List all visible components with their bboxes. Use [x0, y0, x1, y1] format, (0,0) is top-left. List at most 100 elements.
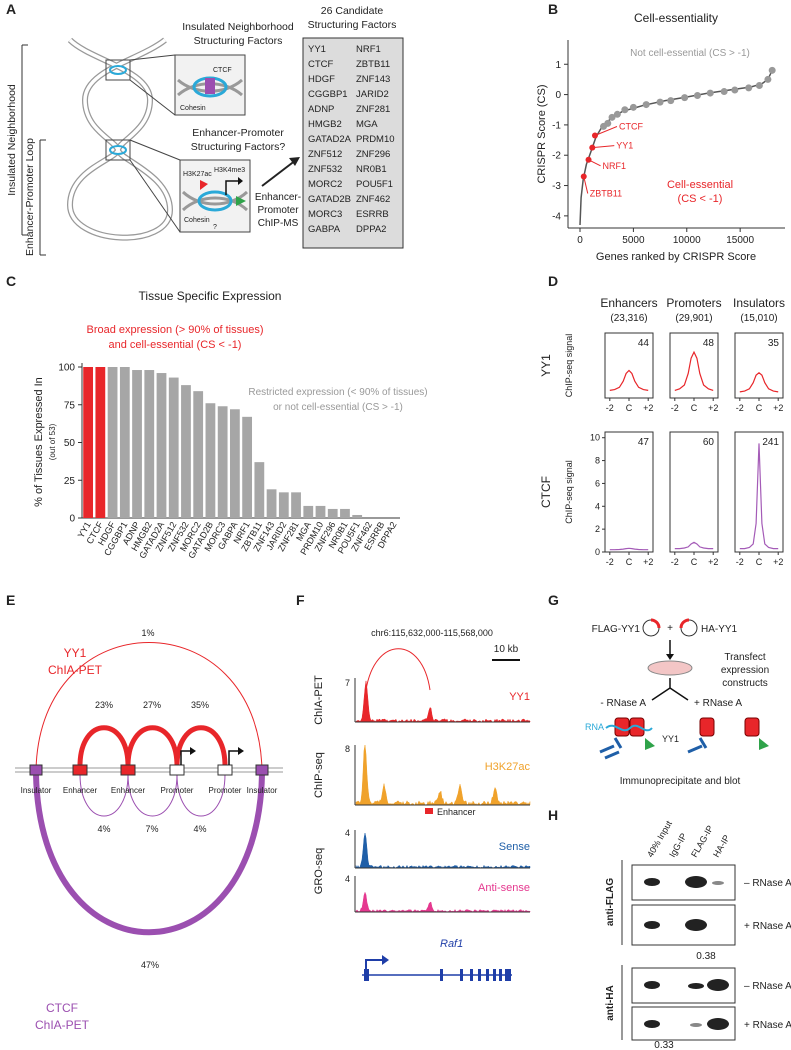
plot-label: 47: [638, 437, 650, 448]
column-count: (15,010): [740, 313, 777, 324]
label: – RNase A: [744, 981, 791, 992]
point-label: YY1: [616, 141, 633, 151]
panel-letter: A: [6, 1, 16, 17]
point: [706, 89, 714, 97]
label: anti-FLAG: [605, 878, 616, 927]
factor-name: ZNF512: [308, 149, 342, 160]
label: Cohesin: [184, 217, 210, 224]
column-count: (29,901): [675, 313, 712, 324]
plot-label: 48: [703, 338, 715, 349]
label: RNA: [585, 722, 604, 732]
bar: [327, 508, 338, 518]
x-tick-label: C: [626, 403, 633, 413]
y-tick-label: 2: [595, 524, 600, 534]
factor-name: ZBTB11: [356, 59, 390, 70]
profile-line: [609, 369, 649, 391]
signal-track: [355, 891, 531, 913]
element-label: Promoter: [161, 786, 194, 795]
leader-line: [588, 159, 601, 167]
panel-letter: F: [296, 592, 305, 608]
x-tick-label: C: [691, 403, 698, 413]
chromatin-loops: [21, 37, 404, 256]
label: H3K27ac: [183, 171, 212, 178]
point: [731, 86, 739, 94]
bar: [181, 385, 191, 518]
x-tick-label: +2: [643, 557, 653, 567]
panel-letter: C: [6, 273, 16, 289]
x-tick-label: -2: [736, 403, 744, 413]
label: 23%: [95, 700, 113, 710]
panel-letter: H: [548, 807, 558, 823]
point-label: ZBTB11: [590, 188, 622, 198]
x-tick-label: 5000: [622, 235, 645, 246]
bar: [278, 492, 289, 518]
bar: [95, 367, 106, 518]
profile-line: [739, 443, 779, 550]
label: + RNase A: [744, 921, 791, 932]
leader-line: [583, 176, 589, 194]
label: 27%: [143, 700, 161, 710]
factor-name: ZNF296: [356, 149, 390, 160]
y-axis-label: CRISPR Score (CS): [536, 84, 548, 183]
label: 4: [345, 828, 350, 838]
y-axis-label: ChIP-seq signal: [564, 460, 574, 524]
label: 8: [345, 744, 350, 754]
factor-name: DPPA2: [356, 224, 386, 235]
bar: [291, 492, 301, 518]
y-tick-label: 10: [590, 433, 600, 443]
factor-name: NRF1: [356, 44, 381, 55]
y-tick-label: -2: [552, 151, 561, 162]
label: Enhancer-Promoter: [192, 127, 284, 139]
bar: [315, 505, 326, 518]
loop-diagram: [15, 642, 283, 936]
point: [629, 103, 637, 111]
point: [755, 81, 763, 89]
panel-letter: D: [548, 273, 558, 289]
annotation: Cell-essential: [667, 179, 733, 191]
factor-name: NR0B1: [356, 164, 387, 175]
point: [720, 88, 728, 96]
factor-name: ZNF462: [356, 194, 390, 205]
y-tick-label: 4: [595, 501, 600, 511]
row-name: CTCF: [539, 476, 553, 508]
label: YY1: [509, 691, 530, 703]
browser-frame: [362, 648, 520, 981]
bar: [340, 508, 350, 518]
bar: [205, 403, 216, 518]
label: - RNase A: [600, 698, 646, 709]
label: ChIA-PET: [313, 675, 325, 725]
factor-name: POU5F1: [356, 179, 393, 190]
point: [613, 110, 621, 118]
label: Structuring Factors: [194, 35, 283, 47]
label: Structuring Factors: [308, 19, 397, 31]
element-label: Insulator: [247, 786, 278, 795]
x-tick-label: -2: [606, 403, 614, 413]
profile-line: [739, 372, 779, 393]
label: HA-YY1: [701, 624, 738, 635]
point-label: NRF1: [603, 161, 627, 171]
point: [667, 97, 675, 105]
factor-name: CGGBP1: [308, 89, 348, 100]
point: [693, 91, 701, 99]
label: 4: [345, 874, 350, 884]
x-tick-label: -2: [736, 557, 744, 567]
label: Sense: [499, 841, 530, 853]
x-tick-label: C: [691, 557, 698, 567]
x-tick-label: -2: [606, 557, 614, 567]
label: constructs: [722, 678, 768, 689]
label: +: [667, 623, 673, 634]
annotation: Restricted expression (< 90% of tissues): [248, 387, 427, 398]
annotation: and cell-essential (CS < -1): [109, 339, 242, 351]
plot-frame: [669, 431, 719, 553]
factor-name: MGA: [356, 119, 378, 130]
x-tick-label: -2: [671, 557, 679, 567]
point: [621, 106, 629, 114]
bar: [352, 514, 363, 518]
plot-label: 241: [762, 437, 779, 448]
x-tick-label: C: [756, 403, 763, 413]
curve: [579, 69, 773, 226]
x-tick-label: +2: [708, 557, 718, 567]
y-tick-label: 0: [595, 547, 600, 557]
point: [764, 75, 772, 83]
